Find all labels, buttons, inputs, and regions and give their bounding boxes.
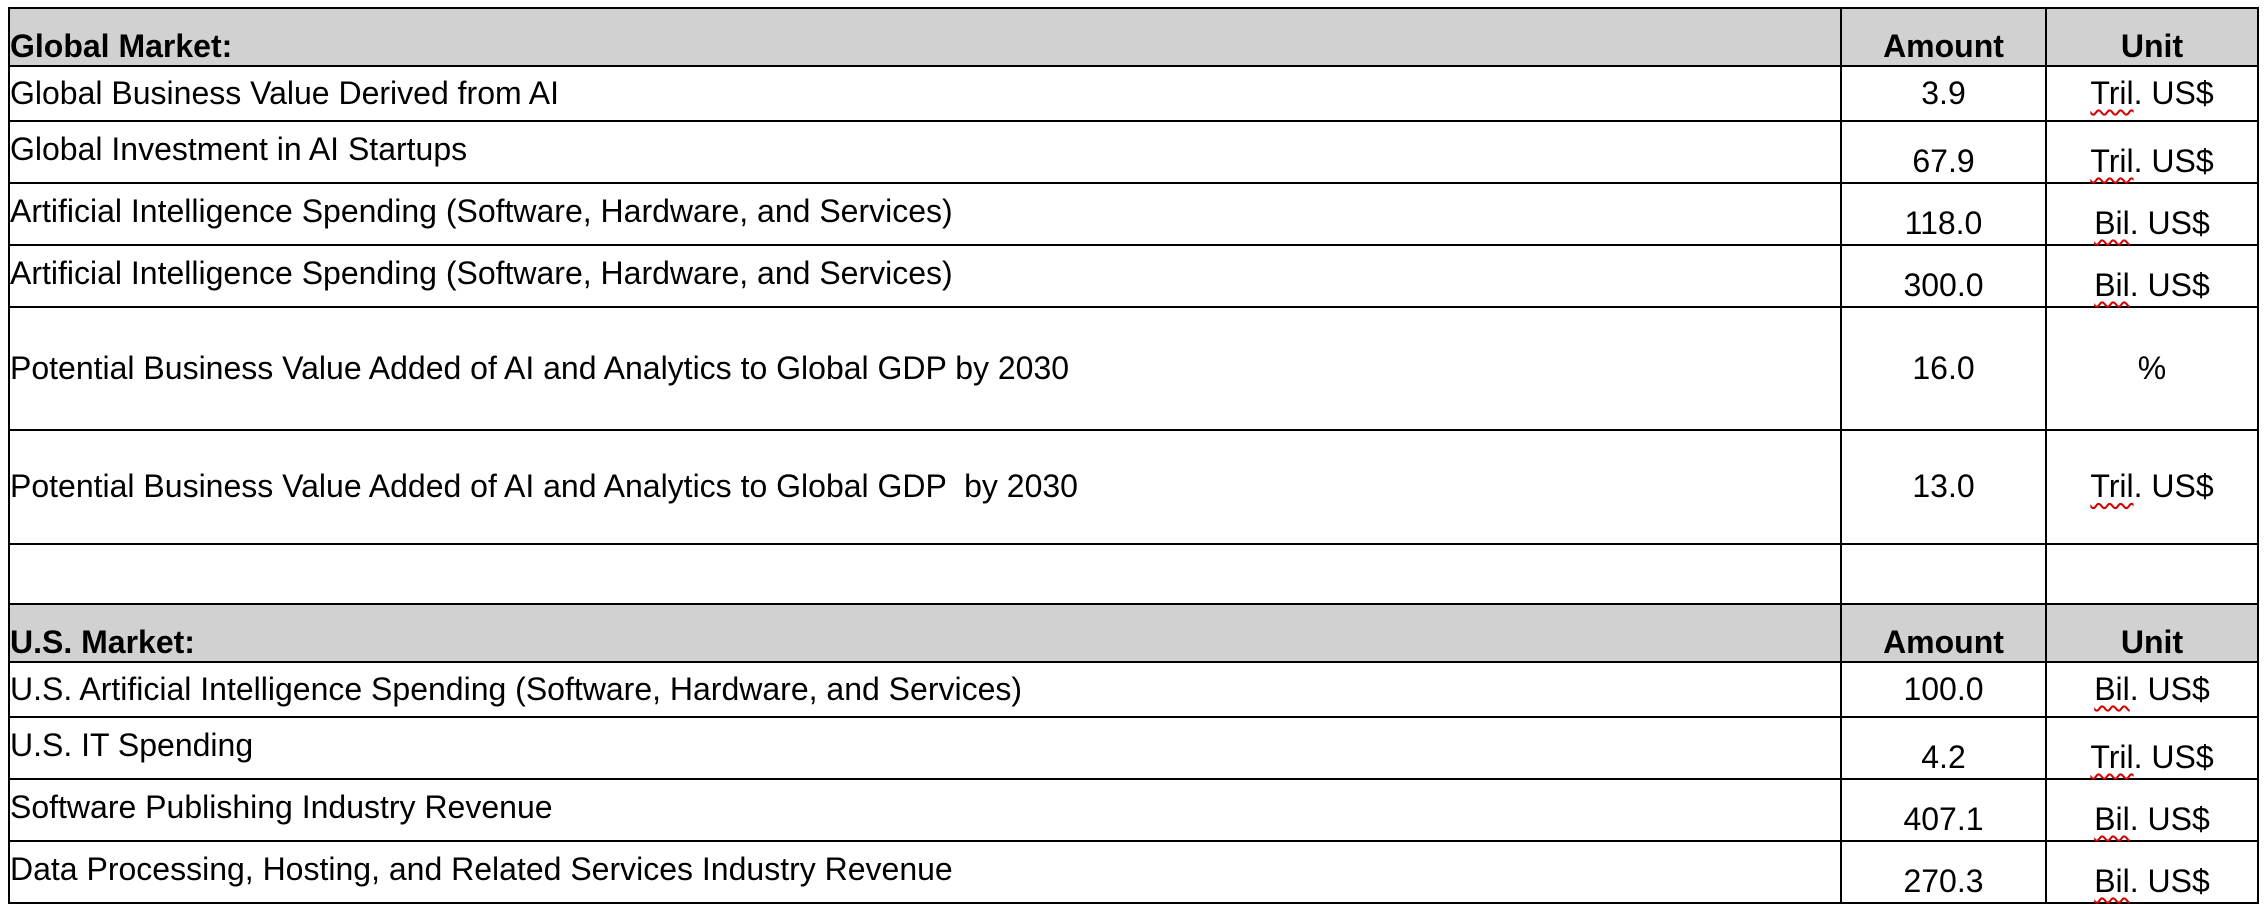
amount-column-header: Amount (1840, 603, 2047, 663)
unit-abbreviation: Bil (2094, 204, 2130, 241)
unit-abbreviation: Tril (2090, 74, 2134, 111)
unit-suffix: % (2137, 349, 2167, 386)
unit-abbreviation: Bil (2094, 670, 2130, 707)
us-market-section-title: U.S. Market: (8, 603, 1842, 663)
unit-suffix: . US$ (2133, 468, 2214, 505)
row-label: Potential Business Value Added of AI and… (8, 429, 1842, 545)
unit-abbreviation: Bil (2094, 862, 2130, 899)
market-data-table: Global Market: Amount Unit Global Busine… (8, 7, 2259, 904)
unit-suffix: . US$ (2133, 142, 2214, 179)
row-label: Global Investment in AI Startups (8, 120, 1842, 184)
table-row: Data Processing, Hosting, and Related Se… (8, 840, 2259, 904)
empty-cell (8, 543, 1842, 605)
us-market-header-row: U.S. Market: Amount Unit (8, 603, 2259, 663)
row-label: Global Business Value Derived from AI (8, 65, 1842, 122)
unit-abbreviation: Bil (2094, 266, 2130, 303)
table-row: U.S. IT Spending 4.2 Tril. US$ (8, 716, 2259, 780)
row-unit: Bil. US$ (2045, 778, 2259, 842)
row-unit: Tril. US$ (2045, 120, 2259, 184)
row-amount: 270.3 (1840, 840, 2047, 904)
unit-suffix: . US$ (2133, 74, 2214, 111)
global-market-header-row: Global Market: Amount Unit (8, 7, 2259, 67)
row-amount: 407.1 (1840, 778, 2047, 842)
empty-row (8, 543, 2259, 605)
row-unit: Bil. US$ (2045, 661, 2259, 718)
row-unit: Bil. US$ (2045, 182, 2259, 246)
row-label: U.S. Artificial Intelligence Spending (S… (8, 661, 1842, 718)
row-label: Data Processing, Hosting, and Related Se… (8, 840, 1842, 904)
row-unit: Bil. US$ (2045, 244, 2259, 308)
row-label: Software Publishing Industry Revenue (8, 778, 1842, 842)
row-unit: Tril. US$ (2045, 429, 2259, 545)
row-amount: 118.0 (1840, 182, 2047, 246)
row-unit: % (2045, 306, 2259, 431)
row-label: Artificial Intelligence Spending (Softwa… (8, 182, 1842, 246)
unit-suffix: . US$ (2129, 266, 2210, 303)
table-row: Potential Business Value Added of AI and… (8, 429, 2259, 545)
unit-abbreviation: Tril (2090, 738, 2134, 775)
unit-suffix: . US$ (2129, 800, 2210, 837)
empty-cell (2045, 543, 2259, 605)
row-amount: 100.0 (1840, 661, 2047, 718)
empty-cell (1840, 543, 2047, 605)
row-amount: 3.9 (1840, 65, 2047, 122)
table-row: Software Publishing Industry Revenue 407… (8, 778, 2259, 842)
row-unit: Bil. US$ (2045, 840, 2259, 904)
global-market-section-title: Global Market: (8, 7, 1842, 67)
unit-suffix: . US$ (2133, 738, 2214, 775)
table-row: Global Business Value Derived from AI 3.… (8, 65, 2259, 122)
row-unit: Tril. US$ (2045, 716, 2259, 780)
row-unit: Tril. US$ (2045, 65, 2259, 122)
row-amount: 4.2 (1840, 716, 2047, 780)
row-label: Artificial Intelligence Spending (Softwa… (8, 244, 1842, 308)
table-row: Potential Business Value Added of AI and… (8, 306, 2259, 431)
row-amount: 13.0 (1840, 429, 2047, 545)
table-row: Artificial Intelligence Spending (Softwa… (8, 244, 2259, 308)
unit-column-header: Unit (2045, 7, 2259, 67)
row-amount: 67.9 (1840, 120, 2047, 184)
unit-suffix: . US$ (2129, 862, 2210, 899)
row-amount: 300.0 (1840, 244, 2047, 308)
unit-abbreviation: Bil (2094, 800, 2130, 837)
unit-suffix: . US$ (2129, 204, 2210, 241)
row-label: U.S. IT Spending (8, 716, 1842, 780)
row-label: Potential Business Value Added of AI and… (8, 306, 1842, 431)
amount-column-header: Amount (1840, 7, 2047, 67)
unit-abbreviation: Tril (2090, 142, 2134, 179)
unit-column-header: Unit (2045, 603, 2259, 663)
unit-abbreviation: Tril (2090, 468, 2134, 505)
unit-suffix: . US$ (2129, 670, 2210, 707)
table-row: U.S. Artificial Intelligence Spending (S… (8, 661, 2259, 718)
table-row: Artificial Intelligence Spending (Softwa… (8, 182, 2259, 246)
row-amount: 16.0 (1840, 306, 2047, 431)
table-row: Global Investment in AI Startups 67.9 Tr… (8, 120, 2259, 184)
